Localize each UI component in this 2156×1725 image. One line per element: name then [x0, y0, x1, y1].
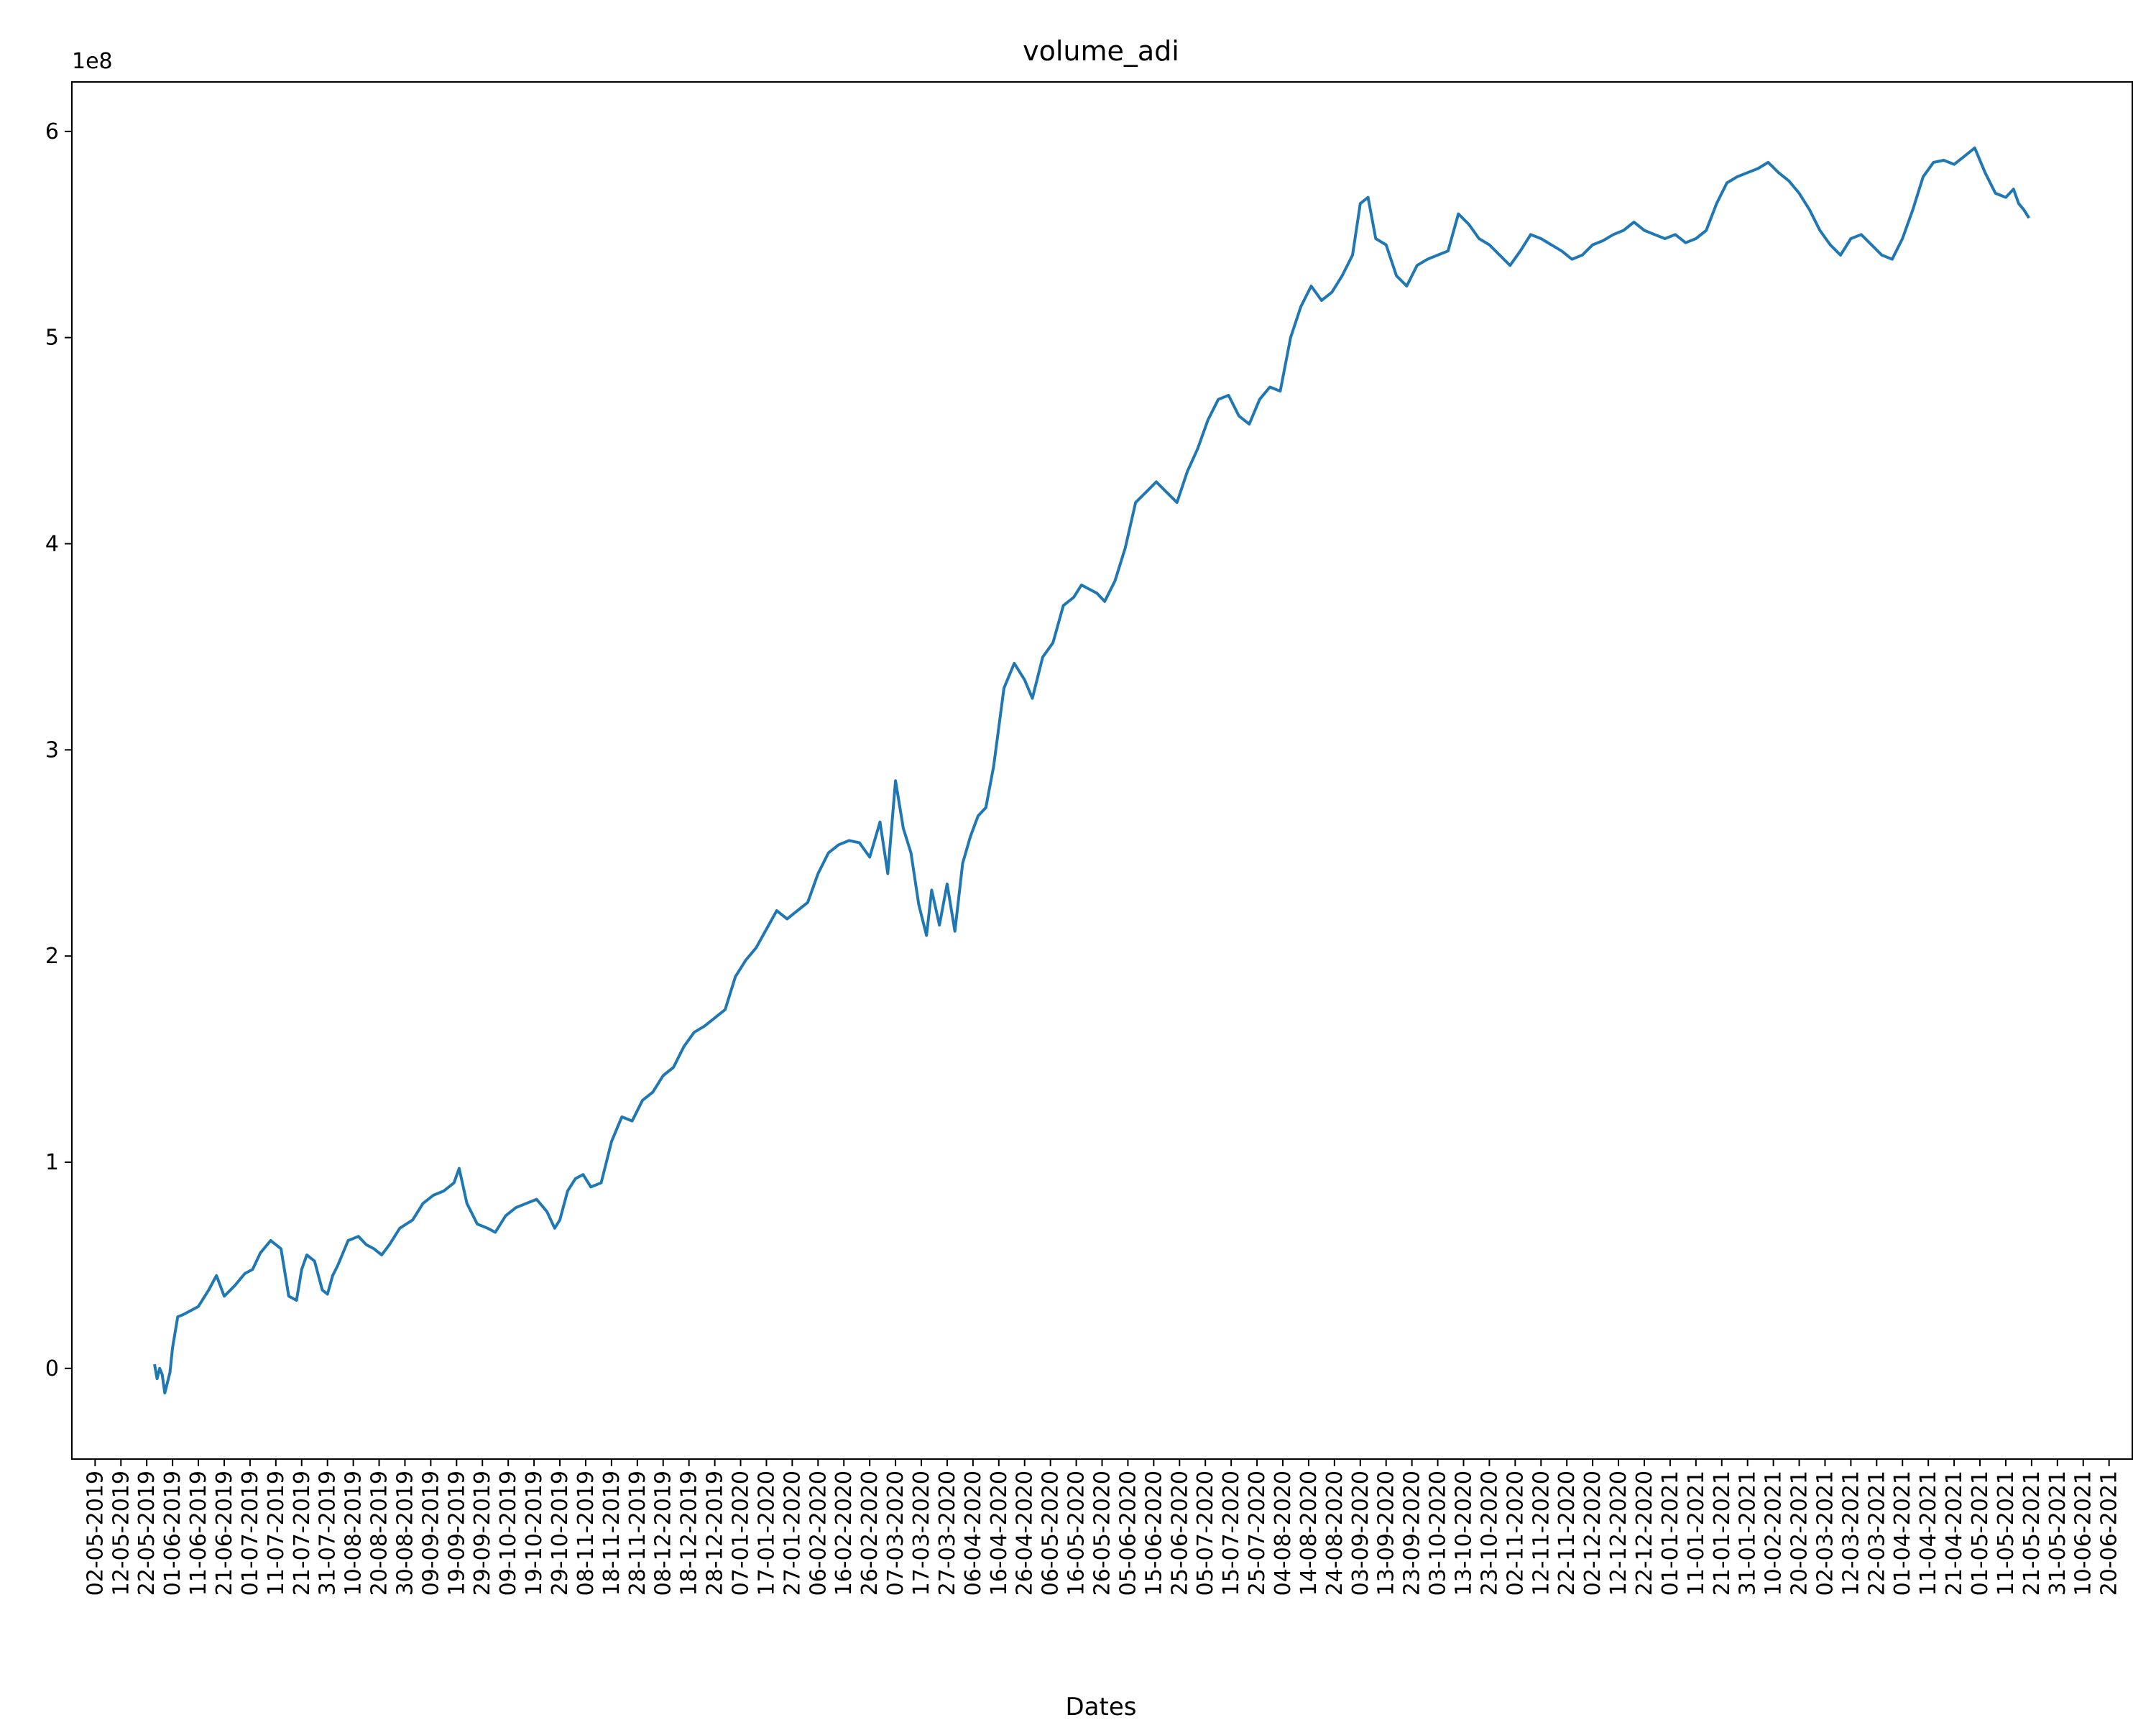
series-line	[153, 146, 2030, 1395]
y-tick-label: 0	[45, 1356, 59, 1381]
x-tick-label: 21-01-2021	[1710, 1471, 1735, 1596]
x-tick-label: 04-08-2020	[1271, 1471, 1296, 1596]
x-tick-label: 11-04-2021	[1916, 1471, 1941, 1596]
x-tick-label: 11-05-2021	[1994, 1471, 2019, 1596]
x-tick-label: 10-06-2021	[2071, 1471, 2096, 1596]
x-tick-label: 22-03-2021	[1864, 1471, 1889, 1596]
x-tick-label: 20-02-2021	[1787, 1471, 1812, 1596]
x-tick-label: 28-11-2019	[625, 1471, 650, 1596]
x-tick-label: 20-06-2021	[2097, 1471, 2122, 1596]
x-tick-label: 12-05-2019	[109, 1471, 134, 1596]
x-tick-label: 29-10-2019	[548, 1471, 573, 1596]
x-tick-label: 21-06-2019	[212, 1471, 237, 1596]
y-tick-label: 2	[45, 944, 59, 969]
x-tick-label: 06-04-2020	[961, 1471, 986, 1596]
x-tick-label: 05-06-2020	[1115, 1471, 1141, 1596]
x-tick-label: 07-01-2020	[729, 1471, 754, 1596]
x-tick-label: 02-05-2019	[83, 1471, 108, 1596]
x-tick-label: 22-12-2020	[1632, 1471, 1657, 1596]
x-tick-label: 18-12-2019	[677, 1471, 702, 1596]
x-tick-label: 01-06-2019	[160, 1471, 185, 1596]
x-tick-label: 25-06-2020	[1167, 1471, 1192, 1596]
x-tick-label: 10-08-2019	[341, 1471, 367, 1596]
x-tick-label: 22-11-2020	[1554, 1471, 1580, 1596]
x-tick-label: 02-11-2020	[1503, 1471, 1528, 1596]
x-tick-label: 26-04-2020	[1013, 1471, 1038, 1596]
x-tick-label: 29-09-2019	[470, 1471, 495, 1596]
x-tick-label: 17-03-2020	[909, 1471, 934, 1596]
y-tick-label: 4	[45, 531, 59, 556]
x-tick-label: 06-05-2020	[1038, 1471, 1064, 1596]
x-tick-label: 21-07-2019	[290, 1471, 315, 1596]
x-tick-label: 01-05-2021	[1968, 1471, 1993, 1596]
y-offset-label: 1e8	[72, 49, 113, 74]
x-tick-label: 21-04-2021	[1942, 1471, 1967, 1596]
x-tick-label: 02-03-2021	[1812, 1471, 1838, 1596]
y-tick-label: 1	[45, 1150, 59, 1175]
x-tick-label: 19-10-2019	[522, 1471, 547, 1596]
chart-title: volume_adi	[1023, 35, 1179, 67]
y-tick-label: 6	[45, 119, 59, 144]
y-tick-label: 3	[45, 737, 59, 763]
x-tick-label: 26-05-2020	[1090, 1471, 1115, 1596]
x-tick-label: 16-04-2020	[987, 1471, 1012, 1596]
x-tick-label: 12-03-2021	[1838, 1471, 1864, 1596]
x-tick-label: 12-12-2020	[1606, 1471, 1631, 1596]
x-tick-label: 15-06-2020	[1141, 1471, 1166, 1596]
x-tick-label: 26-02-2020	[857, 1471, 883, 1596]
x-tick-label: 31-05-2021	[2045, 1471, 2070, 1596]
x-tick-label: 10-02-2021	[1761, 1471, 1787, 1596]
x-tick-label: 24-08-2020	[1322, 1471, 1348, 1596]
x-tick-label: 03-09-2020	[1348, 1471, 1373, 1596]
x-tick-label: 08-11-2019	[573, 1471, 599, 1596]
plot-area	[153, 146, 2030, 1395]
y-tick-label: 5	[45, 326, 59, 351]
x-tick-label: 01-01-2021	[1658, 1471, 1683, 1596]
x-tick-label: 01-04-2021	[1890, 1471, 1915, 1596]
x-tick-label: 13-10-2020	[1451, 1471, 1476, 1596]
x-tick-label: 14-08-2020	[1296, 1471, 1322, 1596]
x-tick-label: 12-11-2020	[1529, 1471, 1554, 1596]
x-tick-label: 16-02-2020	[831, 1471, 857, 1596]
x-tick-label: 25-07-2020	[1245, 1471, 1270, 1596]
x-tick-label: 31-07-2019	[315, 1471, 341, 1596]
x-tick-label: 27-03-2020	[935, 1471, 960, 1596]
x-tick-label: 18-11-2019	[599, 1471, 625, 1596]
x-axis-title: Dates	[1066, 1693, 1137, 1721]
x-tick-label: 22-05-2019	[134, 1471, 160, 1596]
x-tick-label: 07-03-2020	[883, 1471, 908, 1596]
x-tick-label: 01-07-2019	[238, 1471, 263, 1596]
x-tick-label: 09-10-2019	[496, 1471, 521, 1596]
x-tick-label: 09-09-2019	[418, 1471, 443, 1596]
x-tick-label: 17-01-2020	[754, 1471, 779, 1596]
x-tick-label: 16-05-2020	[1064, 1471, 1089, 1596]
x-tick-label: 23-10-2020	[1477, 1471, 1502, 1596]
x-tick-label: 19-09-2019	[444, 1471, 469, 1596]
x-tick-label: 08-12-2019	[651, 1471, 676, 1596]
x-tick-label: 21-05-2021	[2019, 1471, 2045, 1596]
x-tick-label: 06-02-2020	[806, 1471, 831, 1596]
x-tick-label: 05-07-2020	[1193, 1471, 1218, 1596]
x-tick-label: 03-10-2020	[1426, 1471, 1451, 1596]
x-tick-label: 20-08-2019	[367, 1471, 392, 1596]
x-tick-label: 11-06-2019	[186, 1471, 211, 1596]
x-tick-label: 02-12-2020	[1580, 1471, 1606, 1596]
x-tick-label: 11-07-2019	[264, 1471, 289, 1596]
x-tick-label: 31-01-2021	[1736, 1471, 1761, 1596]
x-tick-label: 23-09-2020	[1400, 1471, 1425, 1596]
x-tick-label: 11-01-2021	[1684, 1471, 1709, 1596]
x-tick-label: 15-07-2020	[1219, 1471, 1244, 1596]
x-tick-label: 13-09-2020	[1374, 1471, 1399, 1596]
x-tick-label: 30-08-2019	[392, 1471, 418, 1596]
x-tick-label: 27-01-2020	[780, 1471, 805, 1596]
x-tick-label: 28-12-2019	[703, 1471, 728, 1596]
